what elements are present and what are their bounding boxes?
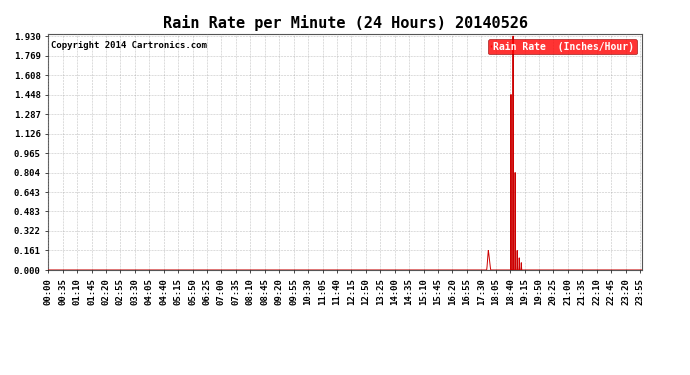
Legend: Rain Rate  (Inches/Hour): Rain Rate (Inches/Hour) [488, 39, 637, 54]
Text: Copyright 2014 Cartronics.com: Copyright 2014 Cartronics.com [51, 41, 207, 50]
Title: Rain Rate per Minute (24 Hours) 20140526: Rain Rate per Minute (24 Hours) 20140526 [163, 15, 527, 31]
